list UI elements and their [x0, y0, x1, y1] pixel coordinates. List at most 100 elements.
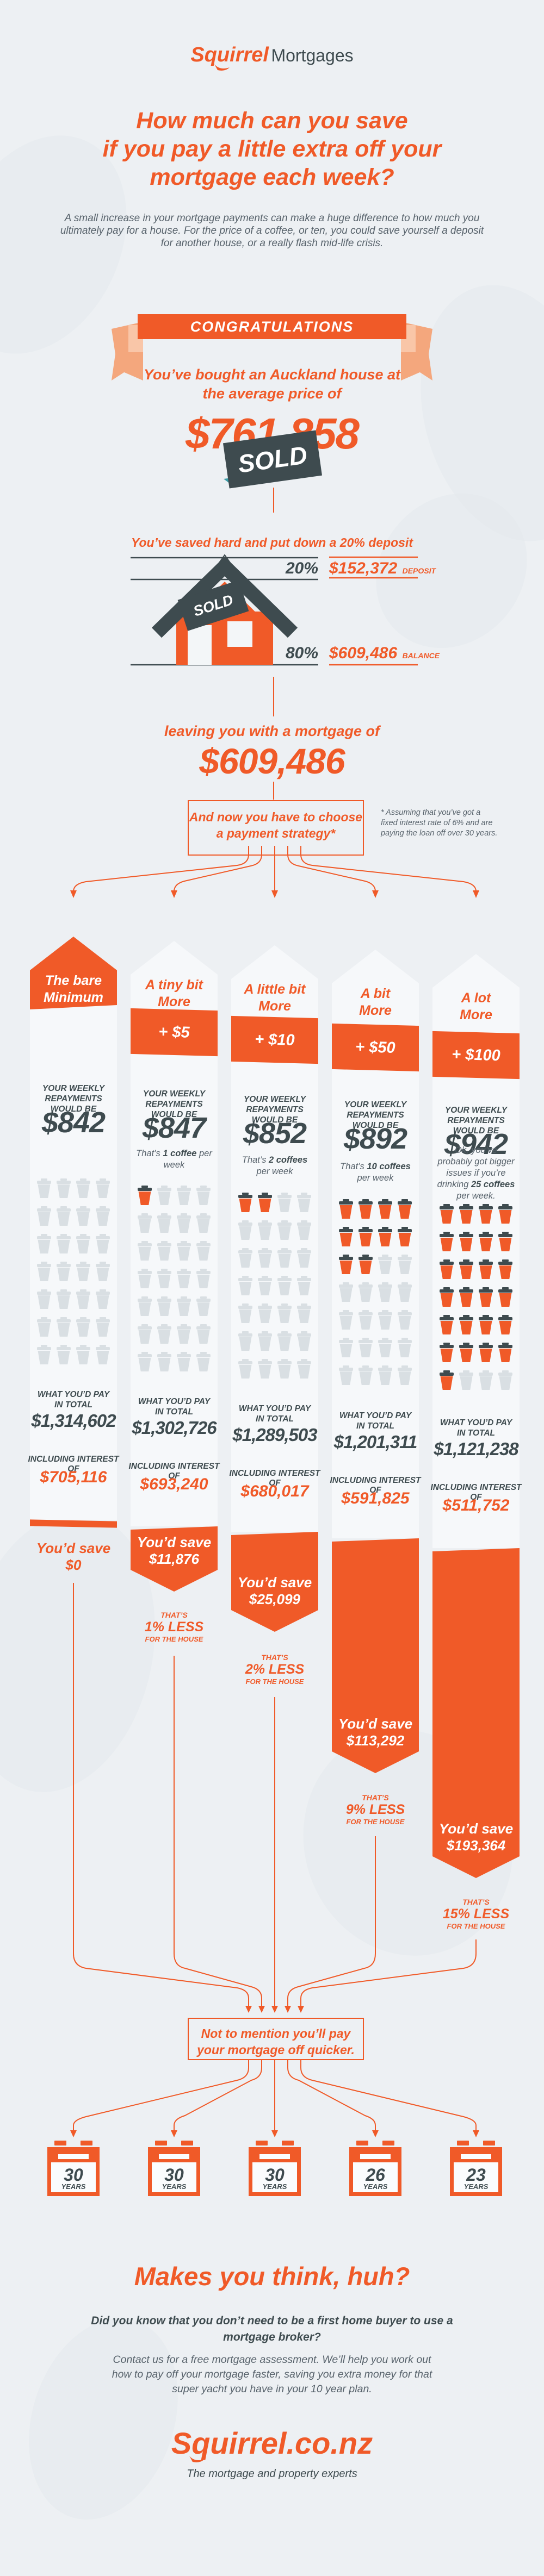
coffee-cup-part	[77, 1212, 90, 1226]
coffee-cup-part	[157, 1271, 171, 1274]
coffee-cup-gray-icon	[57, 1206, 71, 1226]
save-text: You’d save $193,364	[432, 1820, 520, 1854]
footer-contact: Contact us for a free mortgage assessmen…	[112, 2354, 432, 2395]
coffee-cup-gray-icon	[196, 1269, 211, 1288]
coffee-cup-gray-icon	[378, 1338, 392, 1357]
coffee-cup-part	[382, 1365, 388, 1368]
weekly-repayment-label: YOUR WEEKLY REPAYMENTS WOULD BE	[131, 1089, 218, 1120]
coffee-cup-gray-icon	[378, 1365, 392, 1385]
coffee-cup-part	[77, 1323, 90, 1337]
coffee-cup-part	[196, 1326, 211, 1330]
coffee-cup-part	[459, 1262, 473, 1265]
coffee-cup-part	[41, 1345, 47, 1347]
coffee-cup-part	[37, 1208, 51, 1212]
coffee-cup-part	[278, 1254, 291, 1268]
calendar-tab	[256, 2141, 268, 2145]
coffee-cup-part	[200, 1324, 207, 1326]
coffee-cup-part	[378, 1229, 392, 1232]
calendar-years-label: YEARS	[61, 2182, 86, 2191]
calendar-icon: 30 YEARS	[148, 2147, 200, 2196]
column-title: The bare Minimum	[30, 972, 117, 1006]
coffee-cup-part	[157, 1215, 171, 1219]
coffee-cup-part	[297, 1222, 311, 1226]
coffee-cup-part	[459, 1317, 473, 1320]
coffee-cup-part	[96, 1240, 109, 1253]
coffee-cup-orange-icon	[440, 1287, 454, 1307]
coffee-cup-part	[157, 1243, 171, 1246]
interest-label: INCLUDING INTEREST OF	[128, 1462, 220, 1481]
coffee-cup-part	[138, 1299, 152, 1302]
total-pay-label-line: WHAT YOU’D PAY	[238, 1404, 311, 1413]
coffee-cup-part	[297, 1306, 311, 1309]
coffee-cup-part	[479, 1349, 492, 1362]
arrowheads	[70, 890, 479, 2137]
coffee-cup-part	[502, 1370, 509, 1373]
save-arrow	[231, 1532, 318, 1632]
coffee-cup-gray-icon	[339, 1338, 353, 1357]
calendar-header	[51, 2151, 96, 2162]
coffee-cup-part	[258, 1222, 272, 1226]
coffee-cup-gray-icon	[196, 1186, 211, 1205]
coffee-cup-gray-icon	[177, 1269, 191, 1288]
coffee-cup-part	[502, 1232, 509, 1234]
weekly-repayment-label-line: REPAYMENTS WOULD BE	[246, 1105, 304, 1125]
coffee-cup-part	[382, 1255, 388, 1257]
house-roof	[151, 556, 298, 638]
calendar-tab	[457, 2141, 469, 2145]
coffee-cup-part	[440, 1373, 454, 1376]
coffee-cup-orange-icon	[479, 1343, 493, 1362]
coffee-cup-gray-icon	[76, 1289, 90, 1309]
coffee-cup-part	[479, 1345, 493, 1348]
save-text: You’d save $25,099	[231, 1574, 318, 1608]
brand-logo: Squirrel Mortgages	[0, 43, 544, 67]
coffee-cup-part	[77, 1184, 90, 1198]
coffee-cup-part	[401, 1310, 408, 1312]
coffee-cup-part	[298, 1199, 311, 1212]
coffee-cup-part	[76, 1208, 90, 1212]
save-text-line: $113,292	[346, 1732, 405, 1749]
total-pay-amount: $1,289,503	[232, 1425, 317, 1445]
coffee-cup-gray-icon	[378, 1310, 392, 1330]
coffee-cup-gray-icon	[277, 1193, 292, 1212]
total-pay-label-line: IN TOTAL	[356, 1421, 395, 1431]
total-pay-label: WHAT YOU’D PAY IN TOTAL	[432, 1418, 520, 1438]
coffee-cup-part	[141, 1186, 148, 1188]
coffee-cup-gray-icon	[37, 1345, 51, 1364]
weekly-repayment-label-line: YOUR WEEKLY	[42, 1084, 105, 1093]
coffee-cup-part	[379, 1233, 392, 1246]
coffee-cup-part	[277, 1306, 292, 1309]
coffee-cup-part	[57, 1323, 70, 1337]
weekly-repayment-label: YOUR WEEKLY REPAYMENTS WOULD BE	[231, 1094, 318, 1125]
coffee-cup-part	[100, 1178, 106, 1181]
coffee-cup-part	[378, 1368, 392, 1371]
coffee-cup-part	[80, 1234, 86, 1236]
strategy-box: And now you have to choose a payment str…	[188, 800, 364, 856]
coffee-cup-gray-icon	[238, 1276, 252, 1295]
coffee-cup-part	[60, 1262, 67, 1264]
footer-question: Did you know that you don’t need to be a…	[91, 2315, 453, 2343]
total-pay-amount: $1,314,602	[31, 1411, 116, 1431]
coffee-cup-part	[443, 1370, 450, 1373]
coffee-cup-part	[362, 1338, 369, 1340]
coffee-cup-part	[398, 1233, 411, 1246]
coffee-cup-part	[77, 1295, 90, 1309]
coffee-cup-part	[281, 1331, 288, 1333]
coffee-cup-gray-icon	[238, 1220, 252, 1240]
coffee-cup-orange-icon	[138, 1186, 152, 1205]
coffee-cup-orange-icon	[459, 1259, 473, 1279]
coffee-cup-part	[238, 1250, 252, 1253]
coffee-cup-part	[96, 1184, 109, 1198]
weekly-repayment-label: YOUR WEEKLY REPAYMENTS WOULD BE	[332, 1100, 419, 1131]
coffee-cup-part	[38, 1351, 51, 1364]
coffee-cup-part	[76, 1236, 90, 1239]
strategy-footnote: * Assuming that you’ve got a fixed inter…	[381, 808, 498, 838]
coffee-cup-part	[398, 1344, 411, 1357]
coffee-cup-part	[196, 1271, 211, 1274]
coffee-cup-gray-icon	[398, 1310, 412, 1330]
coffee-cup-gray-icon	[277, 1303, 292, 1323]
coffee-cup-part	[298, 1365, 311, 1379]
coffee-cup-part	[38, 1323, 51, 1337]
percent-less-line: FOR THE HOUSE	[145, 1635, 203, 1643]
percent-less-line: 15% LESS	[442, 1906, 510, 1922]
